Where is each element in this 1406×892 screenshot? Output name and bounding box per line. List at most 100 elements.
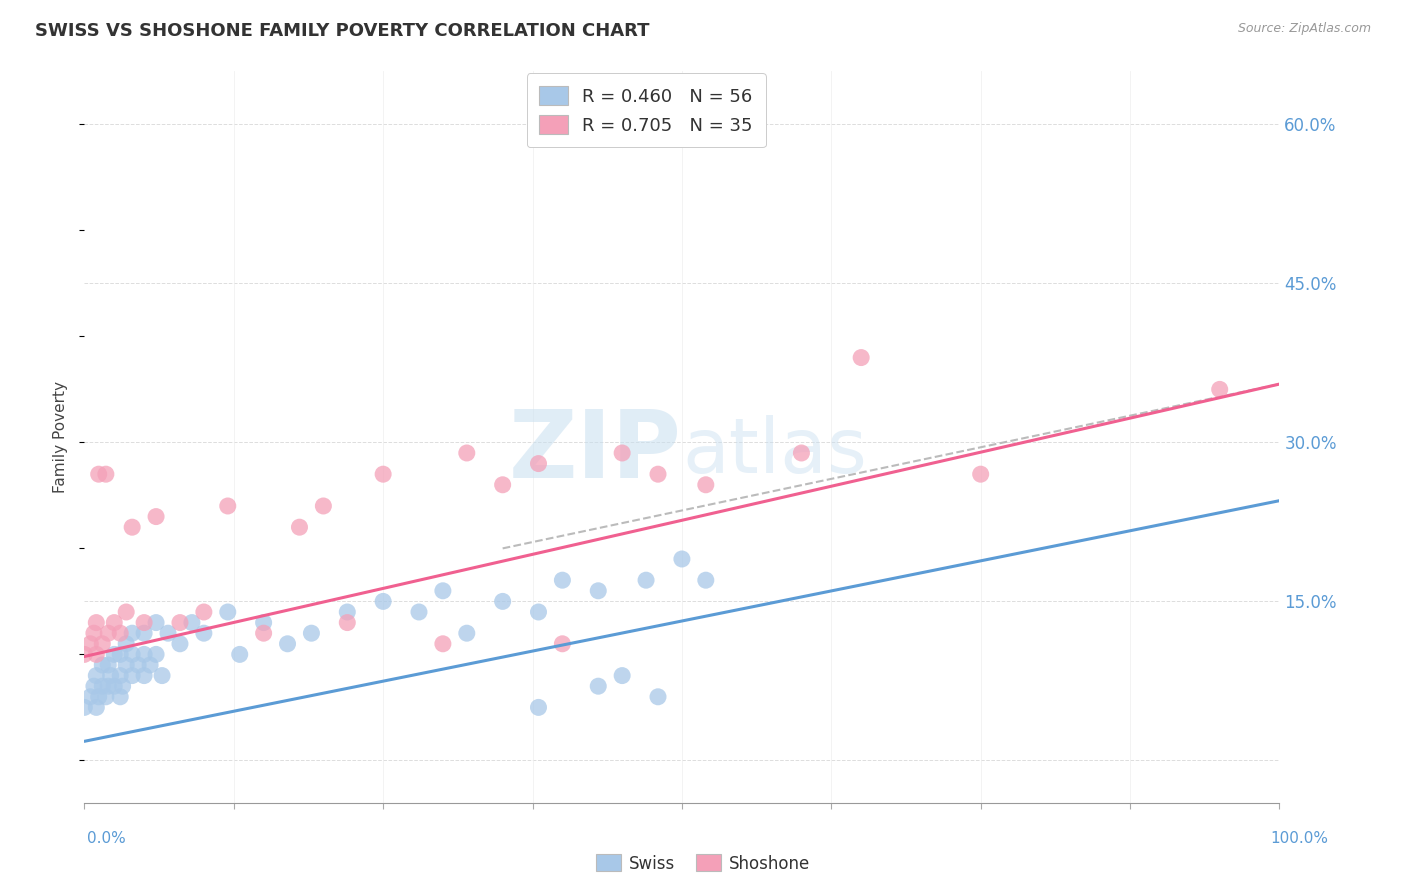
Point: [336, 615, 359, 630]
Point: [83, 626, 105, 640]
Point: [647, 467, 669, 482]
Y-axis label: Family Poverty: Family Poverty: [53, 381, 69, 493]
Point: [132, 615, 156, 630]
Point: [115, 605, 138, 619]
Point: [103, 648, 125, 662]
Point: [110, 690, 132, 704]
Point: [647, 690, 669, 704]
Point: [288, 520, 311, 534]
Point: [111, 679, 134, 693]
Point: [527, 700, 550, 714]
Point: [301, 626, 323, 640]
Point: [86, 615, 108, 630]
Point: [193, 626, 215, 640]
Text: Source: ZipAtlas.com: Source: ZipAtlas.com: [1237, 22, 1371, 36]
Point: [634, 573, 657, 587]
Point: [91, 679, 114, 693]
Text: atlas: atlas: [682, 415, 866, 489]
Point: [121, 668, 143, 682]
Point: [132, 668, 156, 682]
Text: 100.0%: 100.0%: [1271, 831, 1329, 846]
Point: [87, 690, 110, 704]
Point: [97, 679, 120, 693]
Point: [849, 351, 872, 365]
Point: [87, 467, 110, 482]
Point: [91, 637, 114, 651]
Point: [551, 573, 574, 587]
Point: [610, 446, 633, 460]
Point: [277, 637, 299, 651]
Point: [253, 615, 276, 630]
Point: [94, 690, 117, 704]
Point: [115, 658, 138, 673]
Point: [94, 467, 117, 482]
Point: [169, 615, 191, 630]
Point: [217, 499, 239, 513]
Point: [110, 626, 132, 640]
Point: [588, 679, 610, 693]
Point: [139, 658, 162, 673]
Point: [336, 605, 359, 619]
Point: [695, 573, 717, 587]
Point: [671, 552, 693, 566]
Point: [79, 690, 101, 704]
Point: [193, 605, 215, 619]
Point: [408, 605, 430, 619]
Point: [456, 446, 478, 460]
Point: [73, 700, 96, 714]
Point: [527, 457, 550, 471]
Point: [432, 637, 454, 651]
Text: 0.0%: 0.0%: [87, 831, 127, 846]
Point: [695, 477, 717, 491]
Point: [121, 520, 143, 534]
Point: [86, 648, 108, 662]
Point: [127, 658, 149, 673]
Point: [527, 605, 550, 619]
Point: [551, 637, 574, 651]
Point: [86, 668, 108, 682]
Point: [97, 658, 120, 673]
Point: [456, 626, 478, 640]
Point: [312, 499, 335, 513]
Point: [217, 605, 239, 619]
Point: [79, 637, 101, 651]
Point: [103, 679, 125, 693]
Point: [588, 583, 610, 598]
Point: [110, 668, 132, 682]
Point: [97, 626, 120, 640]
Point: [145, 615, 167, 630]
Point: [91, 658, 114, 673]
Point: [132, 648, 156, 662]
Text: ZIP: ZIP: [509, 406, 682, 498]
Point: [145, 509, 167, 524]
Point: [121, 626, 143, 640]
Point: [228, 648, 252, 662]
Point: [86, 700, 108, 714]
Point: [132, 626, 156, 640]
Point: [83, 679, 105, 693]
Point: [150, 668, 173, 682]
Point: [492, 477, 515, 491]
Point: [110, 648, 132, 662]
Point: [1208, 383, 1232, 397]
Legend: R = 0.460   N = 56, R = 0.705   N = 35: R = 0.460 N = 56, R = 0.705 N = 35: [526, 73, 766, 147]
Point: [790, 446, 813, 460]
Point: [371, 594, 394, 608]
Text: SWISS VS SHOSHONE FAMILY POVERTY CORRELATION CHART: SWISS VS SHOSHONE FAMILY POVERTY CORRELA…: [35, 22, 650, 40]
Point: [492, 594, 515, 608]
Point: [169, 637, 191, 651]
Point: [100, 668, 122, 682]
Point: [115, 637, 138, 651]
Point: [610, 668, 633, 682]
Point: [73, 648, 96, 662]
Point: [253, 626, 276, 640]
Point: [180, 615, 202, 630]
Point: [121, 648, 143, 662]
Point: [145, 648, 167, 662]
Point: [970, 467, 993, 482]
Point: [432, 583, 454, 598]
Legend: Swiss, Shoshone: Swiss, Shoshone: [589, 847, 817, 880]
Point: [103, 615, 125, 630]
Point: [371, 467, 394, 482]
Point: [157, 626, 180, 640]
